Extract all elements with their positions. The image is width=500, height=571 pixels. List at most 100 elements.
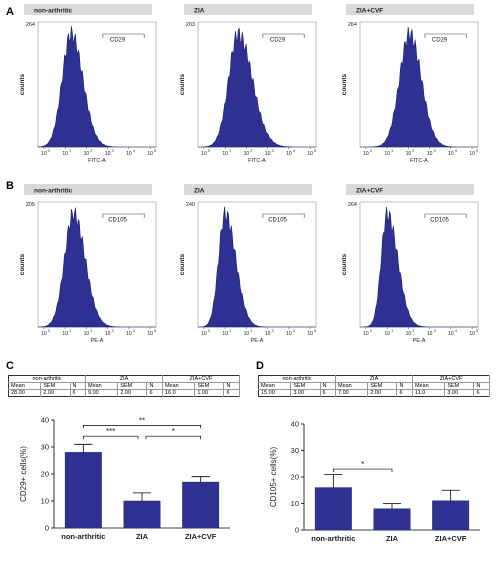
panel-letter-b: B [6, 180, 14, 192]
table-d-header: SEM [444, 382, 475, 390]
x-tick-label: 10 [448, 151, 454, 157]
x-tick-exponent: 1 [391, 149, 393, 153]
x-tick-label: 10 [363, 331, 369, 337]
y-axis-label: counts [179, 253, 186, 275]
x-tick-label: 10 [126, 331, 132, 337]
histogram-cd29-zia: ZIA CD29 203 counts 10 0 10 1 10 2 10 3 10 4 10 5 FITC-A [170, 4, 330, 181]
table-d-cell: 2.00 [367, 389, 398, 397]
table-d-header: SEM [290, 382, 321, 390]
table-c-header: Mean [85, 382, 119, 390]
significance-bracket [145, 435, 202, 440]
x-tick-exponent: 5 [476, 329, 478, 333]
histogram-title-bar [184, 4, 312, 15]
gate-bracket [102, 213, 145, 218]
panel-letter-a: A [6, 6, 14, 18]
x-tick-exponent: 2 [412, 149, 414, 153]
histogram-title: non-arthritic [34, 188, 73, 195]
x-tick-exponent: 2 [90, 329, 92, 333]
x-tick-label: 10 [406, 151, 412, 157]
table-c-cell: 6 [146, 389, 163, 397]
y-tick-label: 20 [41, 470, 49, 479]
y-axis-label: CD29+ cells(%) [19, 446, 28, 502]
x-tick-exponent: 2 [250, 149, 252, 153]
table-c-header: SEM [194, 382, 225, 390]
table-d-cell: 3.00 [290, 389, 321, 397]
x-tick-exponent: 2 [412, 329, 414, 333]
x-axis-label: PE-A [251, 338, 264, 344]
x-tick-label: 10 [62, 151, 68, 157]
table-c-header: N [223, 382, 240, 390]
bar [432, 500, 470, 531]
table-d-cell: 6 [473, 389, 490, 397]
x-tick-label: 10 [363, 151, 369, 157]
y-max-label: 240 [186, 202, 195, 208]
x-tick-exponent: 4 [133, 149, 135, 153]
x-tick-label: 10 [105, 151, 111, 157]
histogram-cd105-zia: ZIA CD105 240 counts 10 0 10 1 10 2 10 3 10 4 10 5 PE-A [170, 184, 330, 361]
bar [314, 487, 352, 531]
histogram-curve [360, 26, 478, 148]
table-c-header: SEM [117, 382, 148, 390]
y-axis-label: counts [19, 253, 26, 275]
histogram-title-bar [346, 4, 474, 15]
x-tick-exponent: 4 [455, 149, 457, 153]
x-tick-label: 10 [469, 331, 475, 337]
x-tick-label: 10 [286, 331, 292, 337]
significance-bracket [332, 468, 393, 473]
x-tick-exponent: 4 [133, 329, 135, 333]
significance-label: ** [139, 416, 145, 425]
y-axis-label: counts [341, 73, 348, 95]
x-tick-exponent: 1 [229, 329, 231, 333]
x-tick-exponent: 3 [112, 149, 114, 153]
bar [64, 452, 102, 529]
table-d-cell: 11.0 [412, 389, 446, 397]
y-tick-label: 10 [291, 499, 299, 508]
bar-chart-cd29: 0 10 20 30 40 CD29+ cells(%) non-arthritic ZIA Z… [8, 410, 240, 563]
x-tick-label: 10 [41, 331, 47, 337]
table-d-cell: 6 [396, 389, 413, 397]
histogram-title-bar [24, 184, 152, 195]
x-tick-label: 10 [286, 151, 292, 157]
histogram-curve [37, 26, 156, 148]
histogram-curve [37, 207, 156, 328]
x-category-label: ZIA [136, 532, 149, 541]
x-tick-label: 10 [469, 151, 475, 157]
x-tick-label: 10 [406, 331, 412, 337]
x-tick-label: 10 [307, 331, 313, 337]
x-tick-exponent: 5 [154, 329, 156, 333]
x-tick-exponent: 4 [455, 329, 457, 333]
y-max-label: 205 [26, 202, 35, 208]
table-d: non-arthritic ZIA ZIA+CVF Mean SEM N Mea… [258, 375, 491, 397]
table-d-cell: 7.00 [335, 389, 369, 397]
x-tick-exponent: 1 [391, 329, 393, 333]
x-tick-exponent: 0 [208, 329, 210, 333]
table-c-cell: 9.00 [85, 389, 119, 397]
x-tick-label: 10 [126, 151, 132, 157]
y-tick-label: 30 [291, 446, 299, 455]
y-tick-label: 0 [45, 524, 49, 533]
table-d-group: non-arthritic [258, 375, 336, 383]
table-c-header: SEM [40, 382, 71, 390]
gate-label: CD105 [268, 218, 287, 224]
y-tick-label: 10 [41, 497, 49, 506]
x-tick-label: 10 [62, 331, 68, 337]
x-tick-exponent: 5 [314, 149, 316, 153]
table-d-header: SEM [367, 382, 398, 390]
y-tick-label: 30 [41, 443, 49, 452]
gate-bracket [424, 213, 467, 218]
x-tick-exponent: 1 [69, 149, 71, 153]
gate-label: CD105 [430, 218, 449, 224]
x-tick-label: 10 [244, 331, 250, 337]
x-tick-exponent: 5 [476, 149, 478, 153]
histogram-title-bar [24, 4, 152, 15]
table-d-header: N [396, 382, 413, 390]
x-category-label: non-arthritic [311, 534, 355, 543]
table-c-header: Mean [8, 382, 42, 390]
table-d-cell: 15.00 [258, 389, 292, 397]
